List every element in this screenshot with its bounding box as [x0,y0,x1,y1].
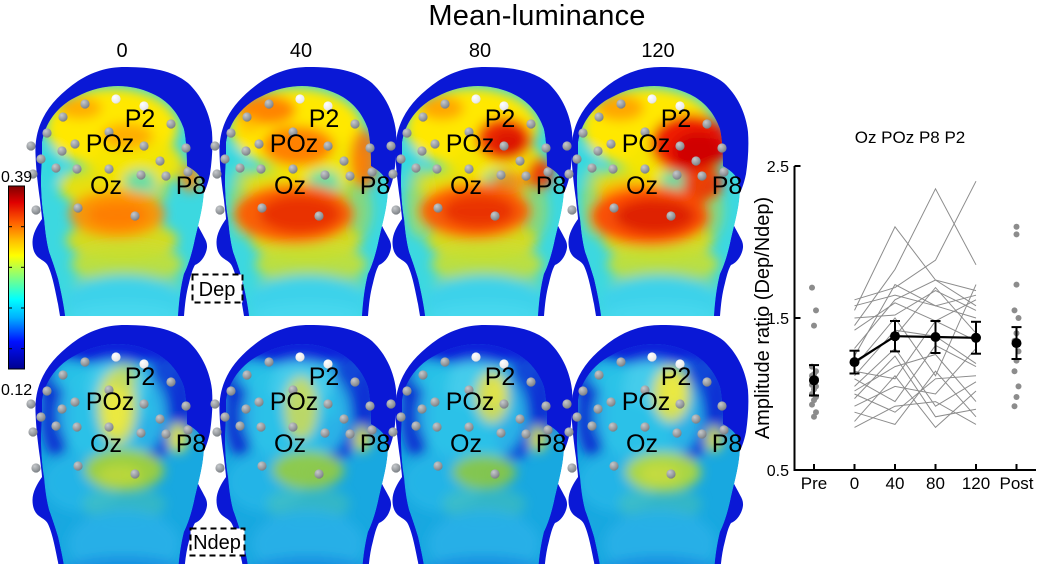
svg-text:80: 80 [926,474,945,493]
svg-text:0: 0 [116,40,127,62]
svg-text:Dep: Dep [199,279,236,301]
svg-text:120: 120 [641,40,674,62]
svg-text:2.5: 2.5 [767,159,789,176]
svg-text:40: 40 [290,40,312,62]
svg-text:0.39: 0.39 [1,169,32,186]
svg-text:Mean-luminance: Mean-luminance [428,0,645,32]
svg-text:Ndep: Ndep [193,532,241,554]
svg-text:0.5: 0.5 [767,463,789,480]
svg-text:120: 120 [962,474,990,493]
svg-text:Pre: Pre [801,474,827,493]
svg-text:0: 0 [850,474,859,493]
svg-text:Amplitude ratio (Dep/Ndep): Amplitude ratio (Dep/Ndep) [752,197,774,439]
svg-text:Oz POz P8 P2: Oz POz P8 P2 [855,128,966,147]
svg-text:1.5: 1.5 [767,311,789,328]
svg-text:Post: Post [999,474,1033,493]
svg-text:0.12: 0.12 [1,382,32,399]
svg-text:80: 80 [469,40,491,62]
svg-text:40: 40 [886,474,905,493]
